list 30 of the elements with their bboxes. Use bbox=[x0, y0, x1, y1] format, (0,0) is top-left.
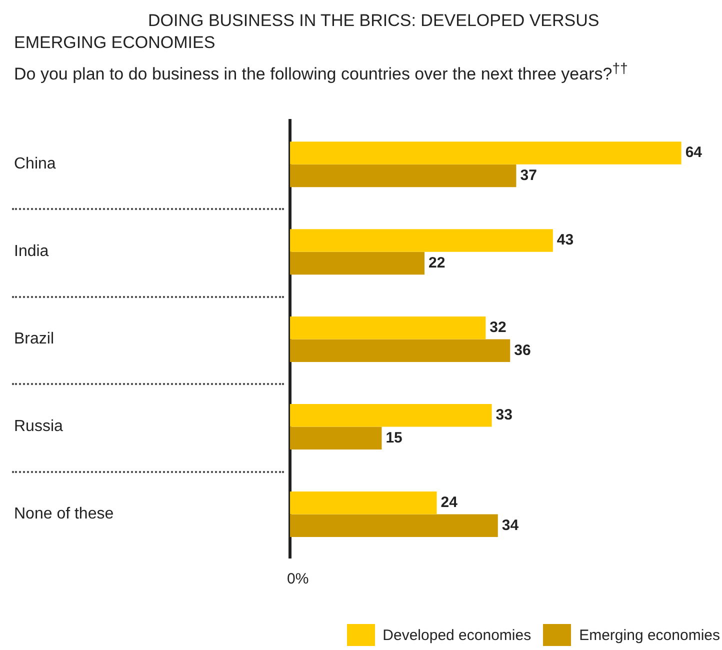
bar bbox=[290, 164, 516, 188]
bar bbox=[290, 142, 682, 164]
y-tick-label: India bbox=[14, 243, 49, 260]
text: 0% bbox=[287, 570, 309, 588]
data-label: 64 bbox=[685, 144, 703, 162]
data-label: 22 bbox=[428, 254, 446, 272]
y-tick-label: China bbox=[14, 156, 56, 173]
data-label: 36 bbox=[514, 342, 531, 359]
data-label: 37 bbox=[520, 166, 537, 184]
bar bbox=[290, 514, 498, 538]
bar bbox=[290, 316, 486, 340]
y-tick-label: Brazil bbox=[14, 330, 54, 348]
data-label: 15 bbox=[386, 429, 402, 446]
legend-label: Developed economies bbox=[382, 626, 532, 644]
chart-title: DOING BUSINESS IN THE BRICS: DEVELOPED VERSUS EMERGING ECONOMIES bbox=[14, 10, 600, 54]
bar bbox=[290, 252, 425, 275]
legend-label: Emerging economies bbox=[579, 626, 720, 644]
y-tick-label: Russia bbox=[14, 418, 64, 436]
y-tick-label: None of these bbox=[14, 506, 114, 523]
bar bbox=[290, 426, 382, 450]
bar bbox=[290, 404, 492, 427]
data-label: 24 bbox=[440, 494, 458, 512]
chart-subtitle: Do you plan to do business in the following countries over the next three years?$^{††}$ bbox=[14, 60, 629, 86]
data-label: 43 bbox=[556, 232, 574, 249]
bar bbox=[290, 339, 510, 362]
data-label: 34 bbox=[502, 516, 520, 534]
data-label: 32 bbox=[490, 319, 506, 336]
data-label: 33 bbox=[496, 406, 512, 424]
bar bbox=[290, 492, 437, 514]
bar bbox=[290, 229, 553, 252]
